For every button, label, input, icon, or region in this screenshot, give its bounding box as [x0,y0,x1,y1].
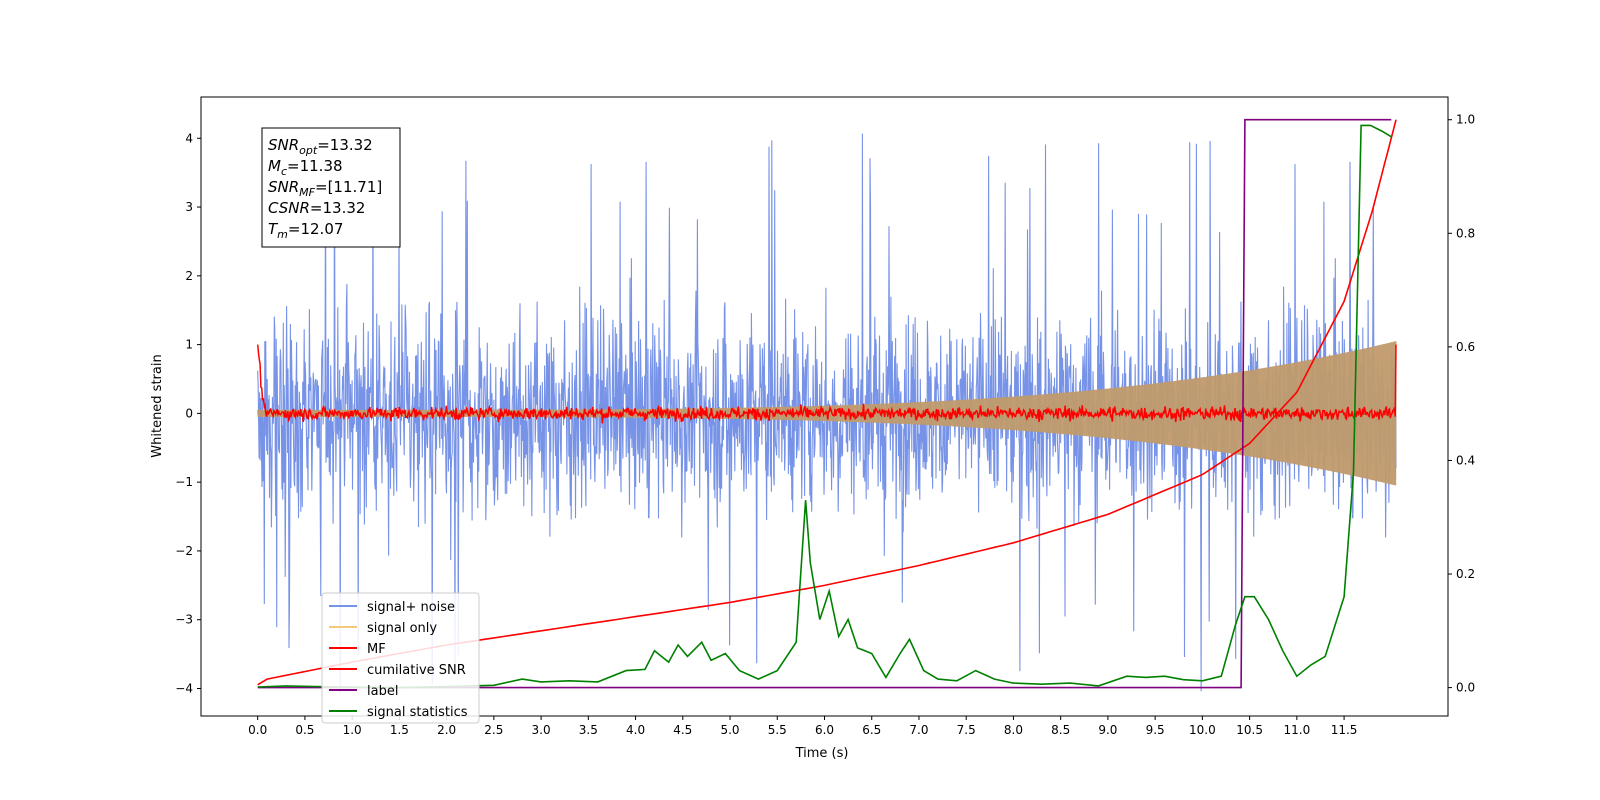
stats-symbol: M [268,157,281,175]
y-right-tick-label: 1.0 [1456,113,1475,127]
x-axis-ticks: 0.0 0.5 1.0 1.5 2.0 2.5 3.0 3.5 4.0 4.5 5.0 5.5 6.0 6… [248,716,1357,737]
stats-line: CSNR=13.32 [268,199,365,217]
y-right-tick-label: 0.4 [1456,453,1475,467]
stats-box: SNRopt=13.32Mc=11.38SNRMF=[11.71]CSNR=13… [261,127,401,248]
x-tick-label: 10.5 [1236,723,1263,737]
y-axis-left-ticks: −4 −3 −2 −1 0 1 2 3 4 [175,131,201,695]
stats-subscript: m [277,228,288,241]
x-tick-label: 8.0 [1004,723,1023,737]
x-tick-label: 4.5 [673,723,692,737]
x-axis-label: Time (s) [795,746,849,761]
series-mf [256,344,1397,424]
x-tick-label: 11.5 [1331,723,1358,737]
x-tick-label: 7.0 [909,723,928,737]
x-tick-label: 7.5 [957,723,976,737]
series-signal-noise [257,132,1397,694]
x-tick-label: 0.5 [295,723,314,737]
stats-value: =[11.71] [315,178,382,196]
y-left-tick-label: 2 [185,269,193,283]
stats-value: =13.32 [317,136,373,154]
x-tick-label: 6.0 [815,723,834,737]
stats-subscript: MF [299,186,315,199]
legend-label: signal only [367,621,437,636]
stats-lines: SNRopt=13.32Mc=11.38SNRMF=[11.71]CSNR=13… [268,136,382,241]
x-tick-label: 5.0 [720,723,739,737]
y-right-tick-label: 0.2 [1456,567,1475,581]
x-tick-label: 9.0 [1098,723,1117,737]
y-left-tick-label: 4 [185,131,193,145]
legend-label: cumilative SNR [367,663,466,678]
legend-label: label [367,684,398,699]
y-right-tick-label: 0.0 [1456,681,1475,695]
stats-value: =11.38 [287,157,343,175]
x-tick-label: 3.5 [579,723,598,737]
stats-subscript: c [281,165,287,178]
x-tick-label: 1.5 [390,723,409,737]
legend-entries: signal+ noise signal only MF cumilative SNR… [329,600,468,720]
stats-symbol: CSNR [268,199,310,217]
x-tick-label: 8.5 [1051,723,1070,737]
y-left-tick-label: −4 [175,681,193,695]
x-tick-label: 11.0 [1283,723,1310,737]
legend-label: signal+ noise [367,600,455,615]
stats-value: =12.07 [288,220,344,238]
y-right-tick-label: 0.8 [1456,226,1475,240]
stats-line: SNRMF=[11.71] [268,178,382,199]
y-left-tick-label: 3 [185,200,193,214]
y-right-tick-label: 0.6 [1456,340,1475,354]
x-tick-label: 1.0 [343,723,362,737]
stats-line: Tm=12.07 [268,220,343,241]
y-left-tick-label: −2 [175,544,193,558]
y-left-tick-label: 0 [185,406,193,420]
legend-label: signal statistics [367,705,468,720]
x-tick-label: 2.0 [437,723,456,737]
stats-line: Mc=11.38 [268,157,343,178]
x-tick-label: 2.5 [484,723,503,737]
x-tick-label: 3.0 [532,723,551,737]
stats-box-frame [261,127,401,248]
stats-value: =13.32 [310,199,366,217]
legend-frame [321,592,480,724]
y-axis-left-label: Whitened strain [150,354,165,457]
x-tick-label: 9.5 [1146,723,1165,737]
x-tick-label: 4.0 [626,723,645,737]
y-axis-right-ticks: 0.0 0.2 0.4 0.6 0.8 1.0 [1448,113,1475,695]
stats-symbol: SNR [268,178,299,196]
legend: signal+ noise signal only MF cumilative SNR… [321,592,480,724]
stats-symbol: T [268,220,279,238]
x-tick-label: 0.0 [248,723,267,737]
y-left-tick-label: 1 [185,338,193,352]
x-tick-label: 6.5 [862,723,881,737]
series-label [257,118,1392,689]
stats-line: SNRopt=13.32 [268,136,373,157]
y-left-tick-label: −3 [175,613,193,627]
legend-label: MF [367,642,386,657]
x-tick-label: 10.0 [1189,723,1216,737]
series-signal-statistics [257,124,1392,689]
stats-subscript: opt [299,144,318,157]
stats-symbol: SNR [268,136,299,154]
y-left-tick-label: −1 [175,475,193,489]
x-tick-label: 5.5 [768,723,787,737]
